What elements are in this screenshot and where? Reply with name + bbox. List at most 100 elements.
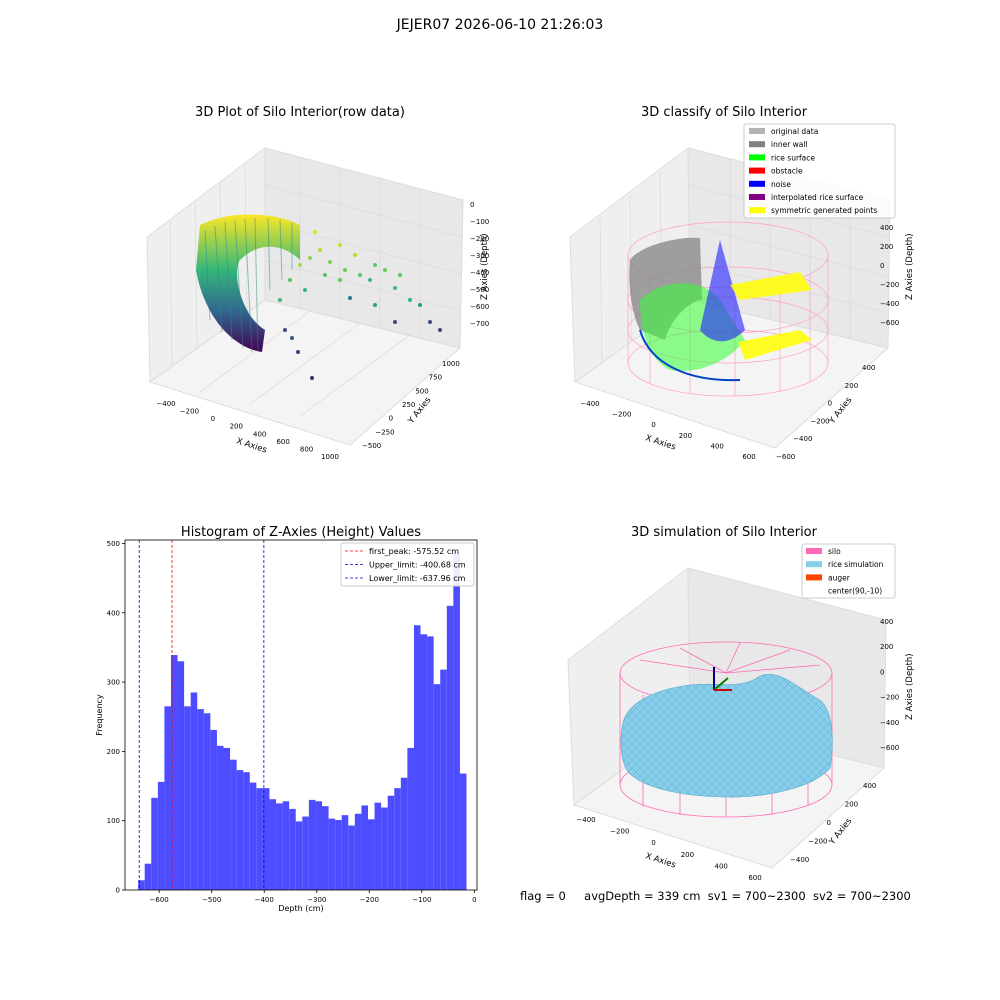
- histogram-bar: [413, 625, 421, 890]
- raw-wall-stripes: [204, 217, 293, 353]
- raw-point-cloud: [196, 214, 442, 380]
- classify-symmetric-band-1: [730, 272, 812, 300]
- axis-tick-label: −200: [810, 417, 829, 425]
- histogram-legend-label: Lower_limit: -637.96 cm: [369, 574, 466, 583]
- axis-tick-label: 200: [880, 243, 893, 251]
- panel-raw-3d: 3D Plot of Silo Interior(row data) −400 −…: [146, 105, 490, 461]
- raw-scatter-point: [323, 273, 327, 277]
- histogram-axes-frame: [124, 539, 478, 891]
- histogram-bar: [289, 808, 296, 890]
- histogram-x-ticks: −600 −500 −400 −300 −200 −100 0: [150, 890, 477, 904]
- axis-tick-label: 400: [711, 442, 724, 450]
- histogram-x-tick-label: −600: [150, 896, 169, 904]
- histogram-bar: [374, 802, 382, 890]
- simulation-y-ticks: 400 200 0 −200 −400: [790, 782, 876, 864]
- histogram-bar: [394, 788, 401, 890]
- legend-label: center(90,-10): [828, 587, 882, 596]
- histogram-bar: [170, 655, 178, 890]
- raw-scatter-point: [303, 288, 307, 292]
- raw-scatter-point: [290, 336, 294, 340]
- panel-simulation-3d: 3D simulation of Silo Interior silo rice …: [567, 525, 915, 882]
- raw-xlabel: X Axies: [235, 436, 268, 455]
- panel-classify-3d: 3D classify of Silo Interior: [569, 105, 915, 461]
- axis-tick-label: 1000: [321, 453, 339, 461]
- axis-tick-label: 500: [415, 387, 428, 395]
- axis-tick-label: −500: [470, 286, 489, 294]
- histogram-bar: [302, 816, 309, 890]
- legend-swatch: [749, 154, 765, 161]
- raw-scatter-point: [338, 278, 342, 282]
- axis-tick-label: −600: [880, 744, 899, 752]
- simulation-title: 3D simulation of Silo Interior: [631, 525, 818, 540]
- status-sv2: sv2 = 700~2300: [812, 889, 911, 903]
- histogram-bar: [433, 684, 441, 890]
- histogram-bar: [308, 799, 316, 890]
- legend-swatch: [806, 548, 822, 554]
- axis-tick-label: 600: [748, 874, 761, 882]
- histogram-bar: [249, 782, 257, 890]
- classify-bottom-ring: [639, 329, 741, 382]
- histogram-bar: [223, 747, 231, 890]
- axis-tick-label: −400: [156, 400, 175, 408]
- axis-tick-label: −200: [470, 235, 489, 243]
- histogram-bar: [328, 818, 336, 890]
- axis-tick-label: 0: [880, 668, 884, 676]
- raw-scatter-point: [318, 248, 322, 252]
- legend-label: noise: [771, 180, 791, 189]
- axis-tick-label: 0: [827, 819, 831, 827]
- histogram-title: Histogram of Z-Axies (Height) Values: [181, 525, 421, 540]
- figure-suptitle: JEJER07 2026-06-10 21:26:03: [396, 17, 604, 33]
- raw-scatter-point: [278, 298, 282, 302]
- raw-scatter-point: [438, 328, 442, 332]
- histogram-bar: [144, 863, 152, 890]
- axis-tick-label: 0: [880, 262, 884, 270]
- axis-tick-label: 200: [845, 382, 858, 390]
- histogram-bar: [256, 788, 263, 890]
- legend-swatch: [806, 561, 822, 568]
- axis-tick-label: −200: [610, 828, 629, 836]
- raw-scatter-point: [373, 303, 377, 307]
- axis-tick-label: 0: [211, 415, 215, 423]
- axis-tick-label: 0: [470, 201, 474, 209]
- histogram-y-tick-label: 0: [116, 887, 120, 895]
- raw-scatter-point: [313, 230, 317, 234]
- classify-y-ticks: 400 200 0 −200 −400 −600: [776, 364, 875, 461]
- axis-tick-label: −400: [880, 300, 899, 308]
- histogram-bar: [236, 770, 244, 890]
- raw-scatter-point: [283, 328, 287, 332]
- axis-tick-label: −500: [362, 442, 381, 450]
- axis-tick-label: 750: [429, 374, 442, 382]
- raw-title: 3D Plot of Silo Interior(row data): [195, 105, 405, 120]
- legend-swatch: [749, 141, 765, 148]
- raw-scatter-point: [393, 320, 397, 324]
- legend-label: rice simulation: [828, 560, 884, 569]
- histogram-bar: [387, 795, 395, 890]
- histogram-legend-label: first_peak: -575.52 cm: [369, 547, 459, 556]
- histogram-x-tick-label: −200: [360, 896, 379, 904]
- histogram-bar: [138, 880, 145, 890]
- axis-tick-label: 400: [253, 430, 266, 438]
- histogram-bar: [216, 745, 224, 890]
- axis-tick-label: −700: [470, 320, 489, 328]
- raw-scatter-points: [278, 230, 442, 380]
- histogram-y-tick-label: 100: [107, 817, 120, 825]
- histogram-bar: [262, 788, 270, 890]
- axis-tick-label: 200: [230, 423, 243, 431]
- axis-tick-label: 250: [402, 401, 415, 409]
- histogram-y-tick-label: 400: [107, 609, 120, 617]
- simulation-zlabel: Z Axies (Depth): [905, 653, 915, 720]
- histogram-legend-label: Upper_limit: -400.68 cm: [369, 561, 466, 570]
- raw-ylabel: Y Axies: [406, 395, 434, 427]
- histogram-x-tick-label: 0: [472, 896, 476, 904]
- raw-scatter-point: [408, 298, 412, 302]
- histogram-bar: [420, 634, 428, 890]
- raw-scatter-point: [358, 273, 362, 277]
- histogram-bar: [335, 820, 342, 890]
- histogram-bar: [295, 821, 303, 890]
- legend-swatch: [749, 128, 765, 134]
- axis-tick-label: 200: [880, 643, 893, 651]
- classify-zlabel: Z Axies (Depth): [905, 233, 915, 300]
- axis-tick-label: −200: [612, 411, 631, 419]
